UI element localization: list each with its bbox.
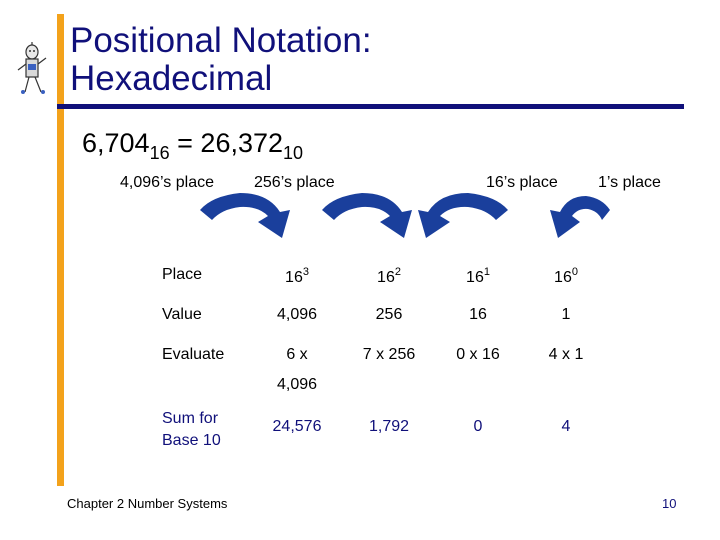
sum-cell: 1,792: [368, 418, 410, 435]
place-label-256: 256’s place: [254, 174, 335, 191]
value-cell: 16: [469, 306, 487, 323]
page-number: 10: [662, 496, 677, 511]
row-label-value: Value: [162, 306, 202, 323]
curved-arrow-icon: [418, 193, 508, 238]
evaluate-cell-continued: 4,096: [276, 376, 318, 393]
accent-bar: [57, 14, 64, 486]
sum-cell: 4: [561, 418, 571, 435]
evaluate-cell: 4 x 1: [548, 346, 584, 363]
curved-arrow-icon: [200, 193, 290, 238]
value-cell: 1: [561, 306, 571, 323]
sum-cell: 24,576: [272, 418, 322, 435]
place-cell: 162: [377, 266, 401, 286]
mascot-logo-icon: [17, 42, 47, 94]
evaluate-cell: 6 x: [286, 346, 308, 363]
place-label-4096: 4,096’s place: [120, 174, 214, 191]
row-label-place: Place: [162, 266, 203, 283]
place-cell: 161: [466, 266, 490, 286]
curved-arrow-icon: [322, 193, 412, 238]
conversion-equation: 6,70416 = 26,37210: [82, 128, 303, 164]
decimal-base: 10: [283, 143, 304, 163]
hex-number: 6,704: [82, 128, 150, 158]
value-cell: 4,096: [276, 306, 318, 323]
value-cell: 256: [375, 306, 403, 323]
curved-arrow-icon: [550, 196, 610, 238]
title-line-1: Positional Notation:: [70, 21, 372, 60]
title-rule: [57, 104, 684, 109]
row-label-evaluate: Evaluate: [162, 346, 225, 363]
sum-cell: 0: [473, 418, 483, 435]
row-label-sum: Sum for Base 10: [162, 410, 221, 449]
evaluate-cell: 0 x 16: [456, 346, 500, 363]
place-cell: 160: [554, 266, 578, 286]
title-line-2: Hexadecimal: [70, 59, 273, 98]
equals-sign: =: [177, 128, 193, 158]
place-label-16: 16’s place: [486, 174, 558, 191]
place-cell: 163: [285, 266, 309, 286]
hex-base: 16: [149, 143, 170, 163]
place-label-1: 1’s place: [598, 174, 661, 191]
slide-title: Positional Notation: Hexadecimal: [70, 22, 372, 98]
footer-text: Chapter 2 Number Systems: [67, 496, 228, 511]
evaluate-cell: 7 x 256: [362, 346, 416, 363]
decimal-number: 26,372: [200, 128, 284, 158]
